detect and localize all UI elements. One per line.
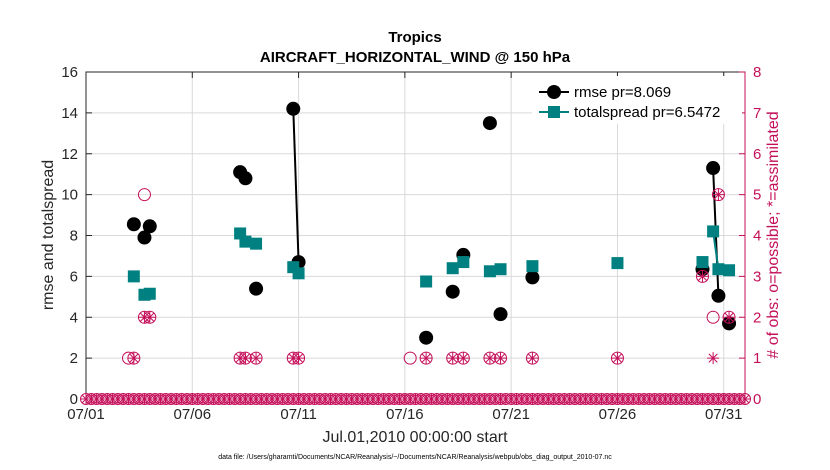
obs-assimilated-marker [420,352,433,365]
rmse-point [126,217,141,232]
totalspread-point [143,287,156,300]
y-tick-label: 12 [61,146,78,163]
rmse-point [142,219,157,234]
y-tick-label: 4 [70,309,78,326]
y-right-tick-label: 6 [753,146,761,163]
legend-box [532,76,742,124]
footnote: data file: /Users/gharamti/Documents/NCA… [218,454,612,461]
obs-assimilated-marker [712,188,725,201]
totalspread-point [494,263,507,276]
obs-assimilated-marker [494,352,507,365]
y-tick-label: 6 [70,268,78,285]
series-line-0 [292,108,300,263]
totalspread-point [239,235,252,248]
totalspread-point [446,262,459,275]
obs-assimilated-marker [696,270,709,283]
zero-count-marks [80,393,751,405]
obs-assimilated-marker [239,352,252,365]
y-tick-label: 8 [70,228,78,245]
legend-rmse-label: rmse pr=8.069 [574,84,671,101]
y-tick-label: 14 [61,105,78,122]
totalspread-point [483,265,496,278]
legend-spread-label: totalspread pr=6.5472 [574,104,720,121]
rmse-point [419,330,434,345]
zero-assimilated-marker [739,393,751,405]
chart-title: Tropics [388,29,441,46]
totalspread-point [723,264,736,277]
rmse-point [525,270,540,285]
y-tick-label: 0 [70,391,78,408]
obs-assimilated-marker [446,352,459,365]
totalspread-point [457,256,470,269]
rmse-point [711,288,726,303]
rmse-point [249,281,264,296]
y-right-tick-label: 2 [753,309,761,326]
obs-possible-marker [706,310,720,324]
x-axis-label: Jul.01,2010 00:00:00 start [322,429,508,446]
totalspread-point [250,237,263,250]
rmse-point [493,307,508,322]
y-right-tick-label: 7 [753,105,761,122]
y-right-tick-label: 5 [753,187,761,204]
x-tick-label: 07/16 [386,406,424,423]
obs-assimilated-marker [707,352,720,365]
rmse-point [706,161,721,176]
x-tick-label: 07/26 [599,406,637,423]
totalspread-point [292,267,305,280]
y-right-tick-label: 0 [753,391,761,408]
x-tick-label: 07/31 [705,406,743,423]
rmse-point [286,101,301,116]
y-right-tick-label: 3 [753,268,761,285]
y-tick-label: 16 [61,64,78,81]
axis-ticks: 07/01 07/06 07/11 07/16 07/21 07/26 07/31 0 2 4 6 8… [61,64,761,423]
y-axis-right-label: # of obs: o=possible; *=assimilated [765,111,782,358]
obs-assimilated-marker [611,352,624,365]
totalspread-point [420,275,433,288]
totalspread-point [127,270,140,283]
x-tick-label: 07/06 [174,406,212,423]
totalspread-point [526,260,539,273]
x-tick-label: 07/11 [280,406,316,423]
obs-assimilated-marker [127,352,140,365]
y-tick-label: 10 [61,187,78,204]
series-line-1 [712,231,720,270]
totalspread-point [611,257,624,270]
rmse-point [445,284,460,299]
legend-rmse-marker [547,85,561,99]
y-tick-label: 2 [70,350,78,367]
obs-assimilated-marker [143,311,156,324]
y-right-tick-label: 4 [753,228,761,245]
obs-possible-marker [137,188,151,202]
y-right-tick-label: 1 [753,350,761,367]
obs-assimilated-marker [292,352,305,365]
totalspread-point [712,263,725,276]
legend-spread-marker [548,106,560,118]
chart-subtitle: AIRCRAFT_HORIZONTAL_WIND @ 150 hPa [260,49,571,66]
obs-assimilated-marker [250,352,263,365]
x-tick-label: 07/21 [492,406,530,423]
obs-assimilated-marker [457,352,470,365]
legend: rmse pr=8.069 totalspread pr=6.5472 [532,76,742,124]
rmse-point [238,171,253,186]
rmse-point [137,230,152,245]
x-tick-label: 07/01 [67,406,105,423]
obs-assimilated-marker [723,311,736,324]
series-marks [122,81,737,365]
obs-assimilated-marker [526,352,539,365]
rmse-point [482,116,497,131]
gridlines [85,71,745,400]
y-axis-label: rmse and totalspread [40,160,57,310]
totalspread-point [707,225,720,238]
obs-possible-marker [403,351,417,365]
obs-assimilated-marker [483,352,496,365]
y-right-tick-label: 8 [753,64,761,81]
totalspread-point [696,256,709,269]
